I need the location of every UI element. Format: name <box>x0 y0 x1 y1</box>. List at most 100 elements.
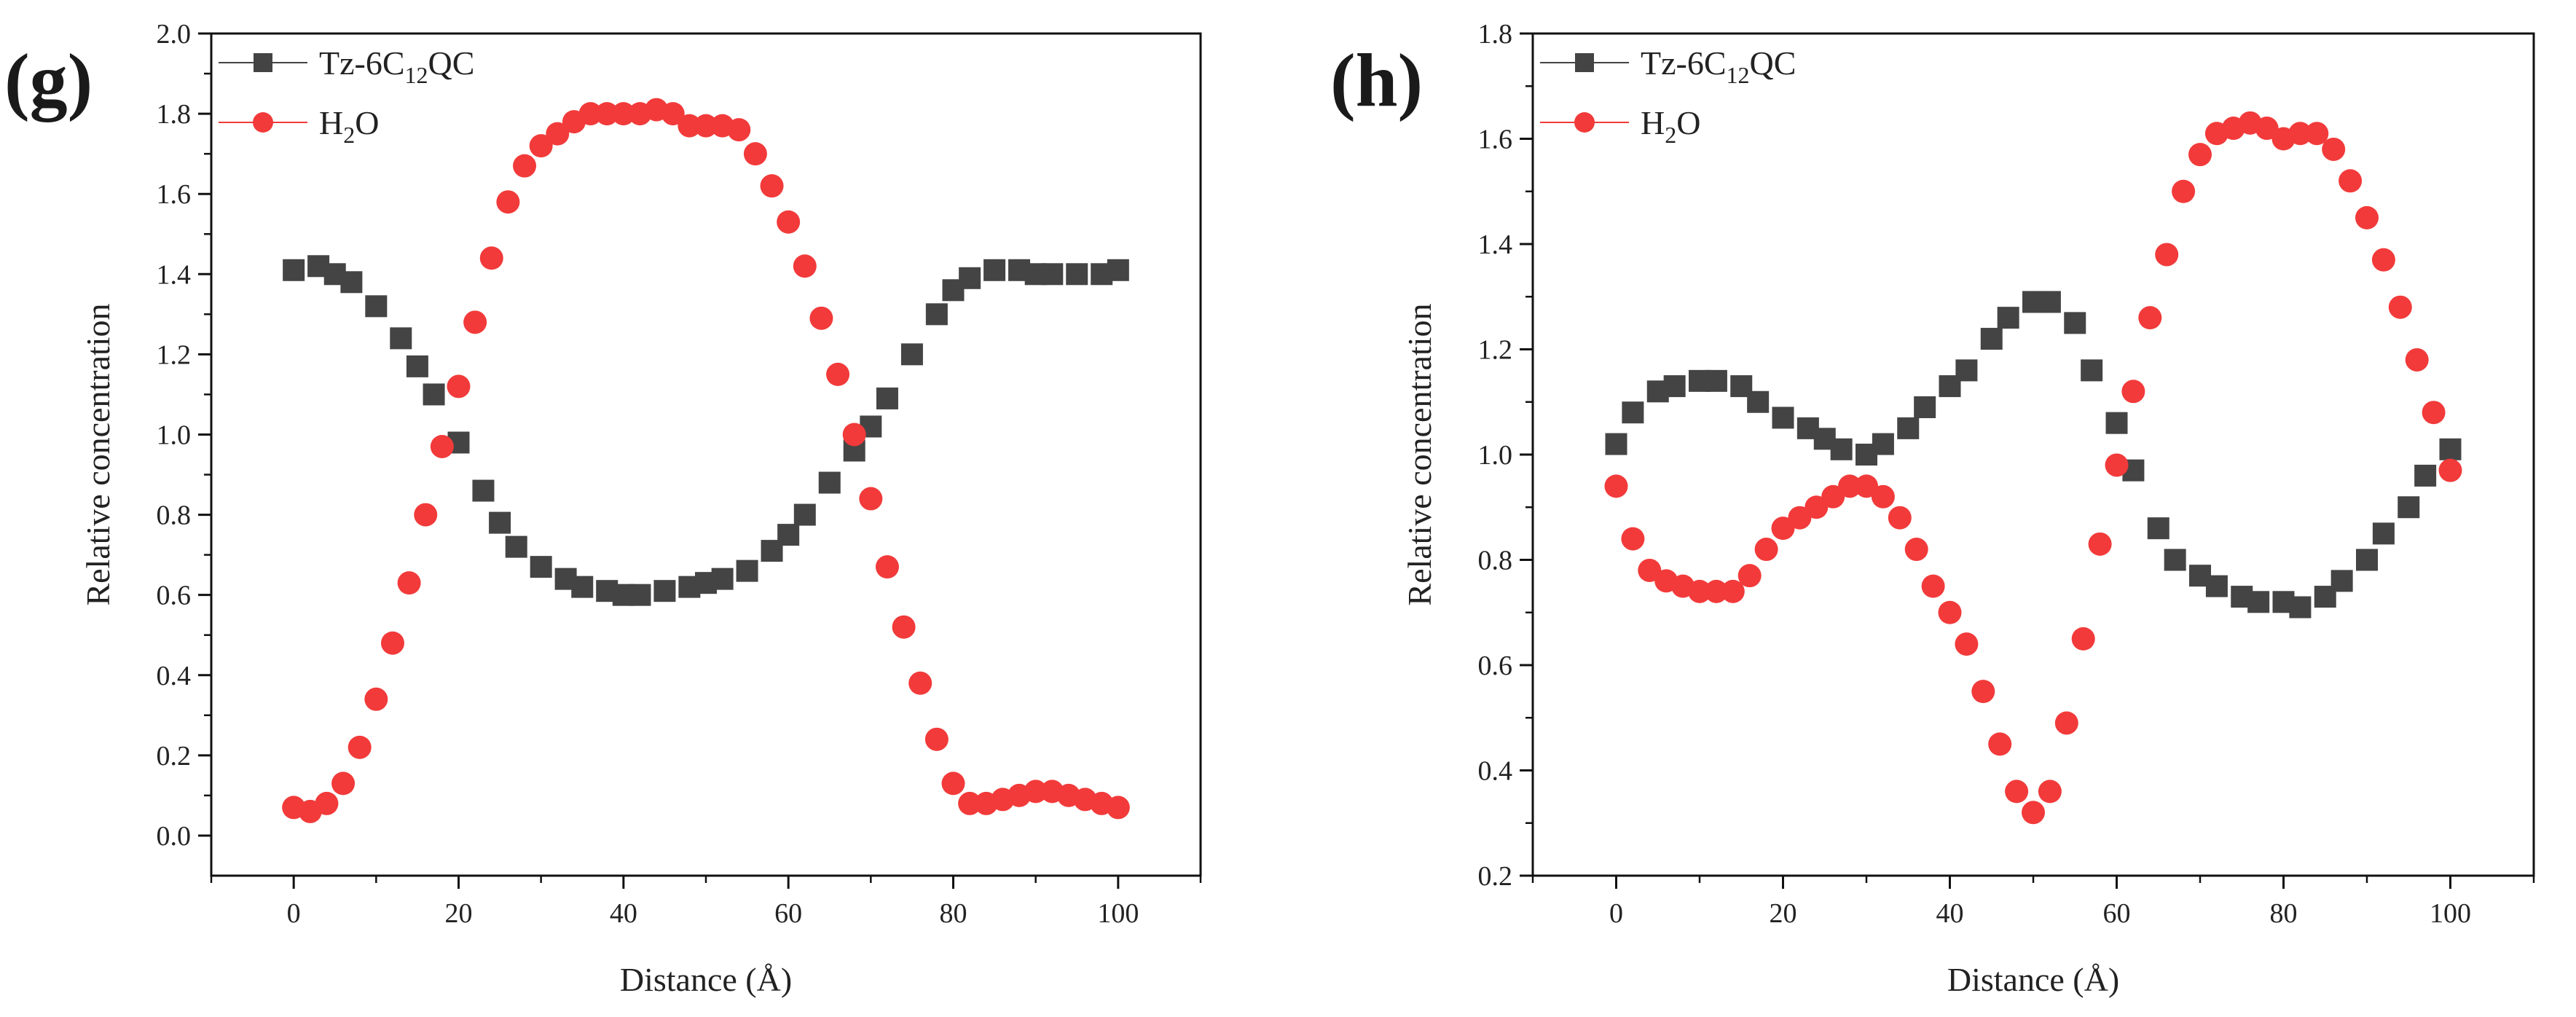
x-tick-label: 0 <box>1609 898 1623 929</box>
data-point-circle <box>578 102 602 126</box>
data-point-square <box>2289 596 2312 619</box>
y-tick-label: 0.2 <box>157 741 192 771</box>
data-point-circle <box>546 122 570 146</box>
data-point-circle <box>1855 474 1878 498</box>
data-point-circle <box>463 310 487 334</box>
data-point-circle <box>2088 532 2112 556</box>
y-tick-label: 0.8 <box>157 500 192 531</box>
data-point-square <box>1663 375 1686 398</box>
legend-marker-circle <box>1574 112 1595 133</box>
legend-label: Tz-6C12QC <box>1641 44 1796 88</box>
x-tick-label: 60 <box>774 898 802 929</box>
data-point-circle <box>1921 574 1945 598</box>
y-tick-label: 1.4 <box>1478 229 1513 260</box>
x-tick-label: 80 <box>2270 898 2298 929</box>
data-point-circle <box>1871 484 1895 509</box>
data-point-circle <box>661 102 685 126</box>
y-tick-label: 0.6 <box>157 581 192 611</box>
data-point-circle <box>760 174 784 198</box>
legend-marker-square <box>1575 53 1594 72</box>
data-point-circle <box>315 791 339 815</box>
data-point-circle <box>1771 517 1795 541</box>
data-point-square <box>2205 575 2228 597</box>
data-point-square <box>1107 259 1129 281</box>
data-point-circle <box>1106 796 1130 820</box>
data-point-circle <box>2255 117 2279 141</box>
data-point-square <box>925 303 948 326</box>
x-tick-label: 20 <box>445 898 473 929</box>
data-point-square <box>711 568 734 590</box>
data-point-square <box>2081 359 2103 382</box>
legend-item-tz6c12qc: Tz-6C12QC <box>219 44 474 88</box>
data-point-circle <box>1988 732 2012 756</box>
data-point-circle <box>2172 179 2196 203</box>
panel-label: (h) <box>1330 39 1423 122</box>
x-tick-label: 100 <box>1097 898 1139 929</box>
data-point-circle <box>743 142 767 166</box>
x-tick-label: 40 <box>610 898 637 929</box>
data-point-square <box>2372 522 2395 545</box>
data-point-square <box>876 387 898 409</box>
data-point-square <box>1872 433 1894 455</box>
data-point-square <box>340 271 363 294</box>
legend-label: H2O <box>319 104 379 148</box>
data-point-square <box>365 295 388 318</box>
data-point-circle <box>496 190 520 214</box>
data-point-circle <box>2005 780 2029 804</box>
legend-item-h2o: H2O <box>1540 104 1700 148</box>
data-point-circle <box>430 434 454 458</box>
data-point-square <box>983 259 1006 281</box>
data-point-circle <box>2121 380 2145 404</box>
data-point-circle <box>611 102 635 126</box>
y-tick-label: 0.4 <box>157 661 192 691</box>
y-tick-label: 0.8 <box>1478 546 1513 576</box>
data-point-square <box>2356 549 2378 571</box>
data-point-circle <box>1721 579 1745 603</box>
chart-panel-0: (g) 0 20 40 60 80 100 0.0 0.2 0.4 0.6 0.8 1.0 1.2 1.4 1… <box>4 19 1202 998</box>
data-point-circle <box>892 615 916 639</box>
data-point-circle <box>1955 632 1979 656</box>
data-point-square <box>2038 291 2061 313</box>
data-point-square <box>1705 369 1727 392</box>
series-h2o <box>282 98 1130 823</box>
series-tz6c12qc <box>1605 291 2462 619</box>
data-point-square <box>1622 401 1644 424</box>
legend-item-h2o: H2O <box>219 104 379 148</box>
data-point-square <box>489 511 511 534</box>
data-point-circle <box>875 555 899 579</box>
data-point-square <box>900 343 923 366</box>
data-point-square <box>1830 438 1853 460</box>
y-tick-label: 1.2 <box>157 339 192 370</box>
data-point-square <box>2164 549 2186 571</box>
data-point-circle <box>2422 401 2446 425</box>
data-point-circle <box>529 134 553 158</box>
data-point-circle <box>380 631 404 655</box>
data-point-circle <box>331 771 356 796</box>
data-point-circle <box>1838 474 1862 498</box>
data-point-square <box>423 383 445 406</box>
legend-marker-square <box>254 53 272 72</box>
data-point-circle <box>678 114 702 138</box>
data-point-square <box>818 471 841 494</box>
legend-label: Tz-6C12QC <box>319 44 474 88</box>
data-point-circle <box>2155 243 2179 267</box>
data-point-square <box>406 355 428 377</box>
x-tick-label: 20 <box>1770 898 1797 929</box>
data-point-circle <box>1638 558 1662 582</box>
data-point-circle <box>2188 143 2212 167</box>
data-point-square <box>1605 433 1627 455</box>
data-point-square <box>1772 407 1794 429</box>
y-tick-label: 1.8 <box>157 99 192 130</box>
data-point-circle <box>1938 600 1962 624</box>
data-point-circle <box>1621 527 1645 551</box>
data-point-circle <box>1688 579 1711 603</box>
data-point-square <box>653 580 676 602</box>
data-point-circle <box>2322 137 2346 161</box>
data-point-circle <box>958 791 982 815</box>
data-point-circle <box>941 771 965 796</box>
data-point-circle <box>447 374 471 398</box>
data-point-circle <box>2288 122 2312 146</box>
data-point-square <box>1066 263 1088 286</box>
data-point-circle <box>1805 495 1829 519</box>
data-point-circle <box>2438 458 2462 482</box>
